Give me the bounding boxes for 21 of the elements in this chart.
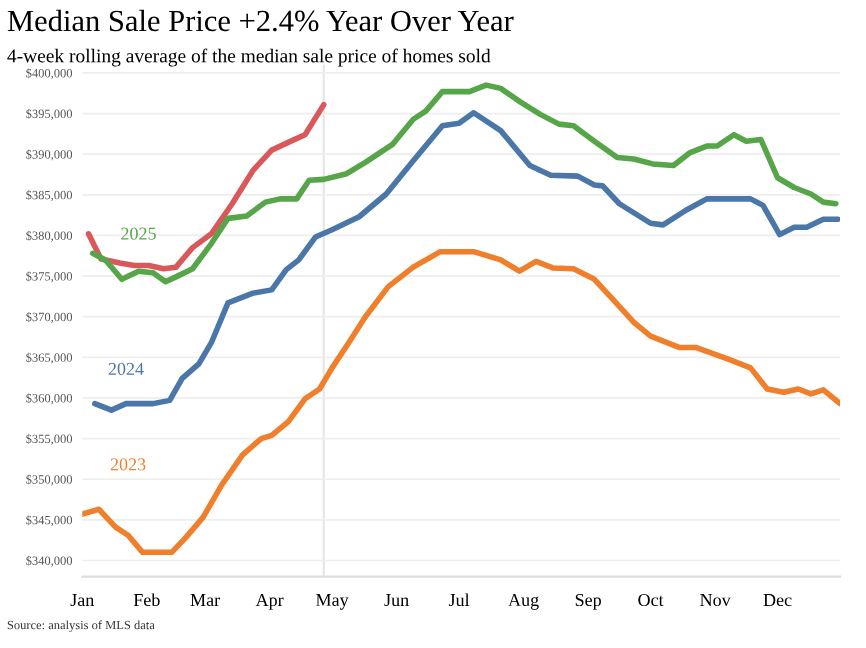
x-tick-label: May xyxy=(316,594,349,610)
x-tick-label: Jan xyxy=(70,594,95,607)
line-series xyxy=(91,109,841,413)
line-series xyxy=(85,101,327,272)
x-tick-label: Oct xyxy=(638,593,664,607)
x-tick-label: Aug xyxy=(508,593,539,610)
x-tick-label: Feb xyxy=(133,593,160,607)
x-tick-label: Sep xyxy=(575,593,601,610)
x-tick-label: Apr xyxy=(255,594,284,610)
line-series xyxy=(82,248,841,556)
text: 2023 xyxy=(110,458,146,471)
chart-title: Median Sale Price +2.4% Year Over Year xyxy=(7,9,514,32)
x-tick-label: Jul xyxy=(448,593,470,607)
x-tick-label: Nov xyxy=(700,594,731,607)
series-label: 2025 xyxy=(121,227,156,240)
line-series xyxy=(89,82,839,285)
x-tick-label: Mar xyxy=(190,594,220,607)
series-label: 2024 xyxy=(108,362,144,375)
chart-subtitle: 4-week rolling average of the median sale price of homes sold xyxy=(7,48,491,67)
x-tick-label: Dec xyxy=(763,594,792,607)
x-tick-label: Jun xyxy=(384,594,409,607)
